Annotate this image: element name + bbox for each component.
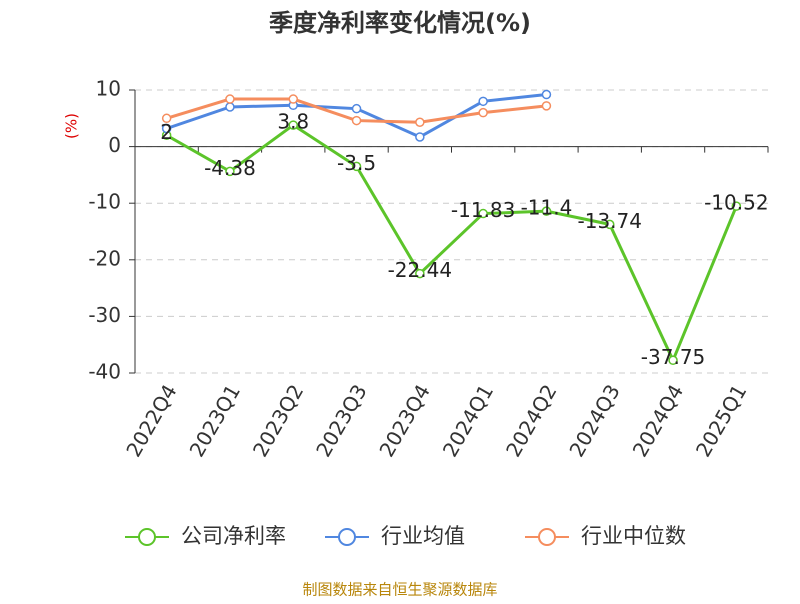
data-point [478,96,488,107]
data-label: -10.52 [704,191,768,215]
data-point [288,94,298,104]
data-point [351,115,362,126]
data-point [541,206,552,216]
data-point [415,132,425,142]
data-point [415,117,425,128]
data-label: -37.75 [641,345,705,369]
data-label: -11.4 [521,196,573,220]
x-tick-label: 2024Q2 [501,380,561,461]
source-note: 制图数据来自恒生聚源数据库 [302,581,497,599]
data-label: -3.5 [337,151,376,175]
y-tick-label: 10 [96,77,121,101]
data-label: 2 [160,120,173,144]
data-point [161,123,172,134]
data-point [415,268,425,279]
legend-swatch [338,528,356,546]
data-point [161,113,172,124]
chart-title: 季度净利率变化情况(%) [269,9,531,37]
data-point [478,107,488,118]
data-point [478,208,488,219]
data-label: -13.74 [578,209,642,233]
x-tick-label: 2025Q1 [691,380,751,461]
data-point [351,103,362,114]
legend-label: 行业均值 [381,524,465,548]
legend-swatch [538,528,556,546]
legend-label: 行业中位数 [581,524,686,548]
x-tick-label: 2024Q1 [438,380,498,461]
data-point [605,219,615,230]
y-tick-label: -30 [88,303,121,327]
data-point [225,166,235,177]
y-tick-label: -40 [88,360,121,384]
data-label: -22.44 [388,258,452,282]
data-point [541,101,552,111]
data-point [288,120,298,130]
x-tick-label: 2024Q3 [564,380,624,461]
x-tick-label: 2023Q2 [248,380,308,461]
y-axis-label: (%) [63,113,81,139]
x-tick-label: 2023Q4 [374,380,434,461]
data-label: -11.83 [451,198,515,222]
legend-label: 公司净利率 [181,524,286,548]
series-line [165,123,738,365]
data-point [731,201,742,211]
data-label: 3.8 [277,110,309,134]
data-point [668,355,678,366]
x-tick-label: 2023Q3 [311,380,371,461]
x-tick-label: 2023Q1 [185,380,245,461]
y-tick-label: 0 [108,133,121,157]
x-tick-label: 2024Q4 [628,380,688,461]
x-tick-label: 2022Q4 [121,380,181,461]
y-tick-label: -10 [88,190,121,214]
data-point [225,102,235,112]
data-point [225,94,235,104]
y-tick-label: -20 [88,246,121,270]
legend-swatch [138,528,156,546]
data-label: -4.38 [204,156,256,180]
data-point [351,161,362,172]
data-point [541,89,552,100]
